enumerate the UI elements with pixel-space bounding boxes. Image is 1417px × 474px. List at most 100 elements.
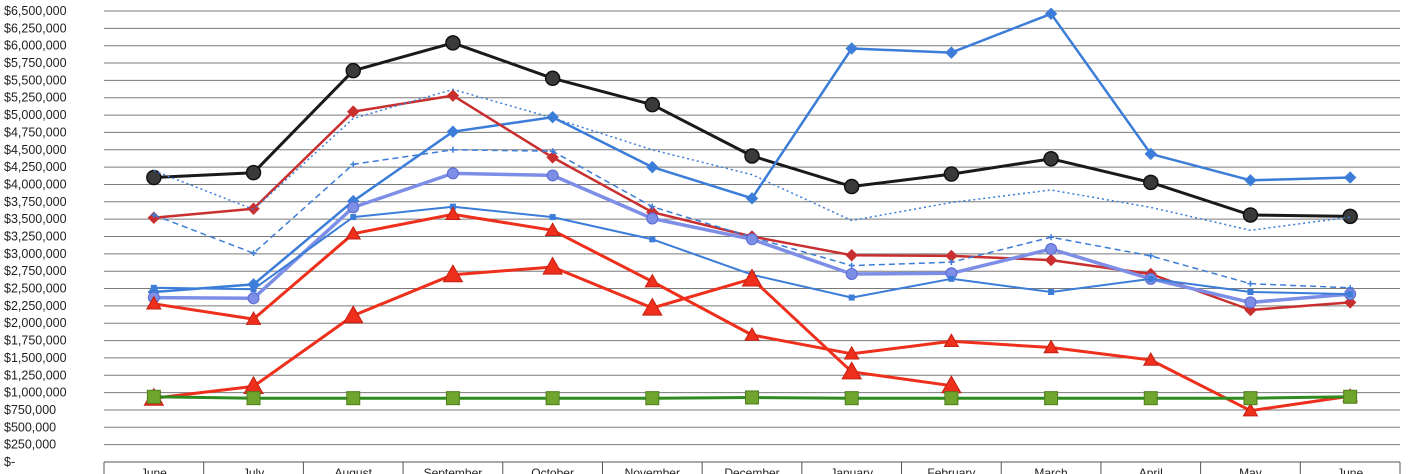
data-point [845, 42, 858, 55]
y-tick-label: $3,250,000 [4, 230, 67, 244]
y-tick-label: $4,500,000 [4, 143, 67, 157]
y-tick-label: $3,500,000 [4, 212, 67, 226]
data-point [247, 292, 260, 305]
x-axis-ticks: June July August September October November De… [141, 466, 1364, 474]
series-lines [143, 7, 1359, 417]
data-point [641, 297, 663, 316]
x-tick-label: April [1139, 466, 1163, 474]
data-point [346, 391, 361, 406]
y-tick-label: $4,000,000 [4, 177, 67, 191]
data-point [1044, 391, 1059, 406]
data-point [446, 167, 459, 180]
data-point [347, 201, 360, 214]
data-point [649, 236, 656, 243]
data-point [445, 206, 461, 221]
data-point [449, 146, 456, 153]
y-tick-label: $1,500,000 [4, 351, 67, 365]
data-point [546, 110, 559, 124]
y-tick-label: $3,000,000 [4, 247, 67, 261]
data-point [545, 391, 560, 406]
y-tick-label: $2,500,000 [4, 282, 67, 296]
y-tick-label: $2,750,000 [4, 264, 67, 278]
data-point [146, 389, 161, 404]
data-point [1142, 351, 1159, 366]
data-point [843, 345, 860, 360]
data-point [1247, 289, 1254, 296]
data-point [943, 166, 960, 182]
x-tick-label: June [1337, 466, 1363, 474]
data-point [744, 327, 760, 341]
data-point [150, 211, 157, 218]
data-point [546, 169, 559, 182]
data-point [649, 203, 656, 210]
data-point [442, 264, 464, 283]
data-point [245, 164, 262, 181]
data-point [1048, 289, 1055, 296]
data-point [945, 46, 958, 59]
y-tick-label: $1,000,000 [4, 386, 67, 400]
y-tick-label: $5,250,000 [4, 91, 67, 105]
data-point [744, 148, 760, 164]
x-tick-label: February [927, 466, 975, 474]
data-point [1242, 402, 1259, 417]
y-tick-label: $250,000 [4, 438, 56, 452]
data-point [250, 250, 257, 257]
y-tick-label: $- [4, 455, 15, 469]
data-point [150, 284, 157, 291]
y-tick-label: $1,750,000 [4, 334, 67, 348]
data-point [841, 361, 863, 380]
x-tick-label: July [243, 466, 264, 474]
data-point [1343, 296, 1357, 309]
data-point [245, 311, 262, 325]
series-9 [146, 389, 1358, 406]
y-tick-label: $4,250,000 [4, 160, 67, 174]
x-tick-label: November [625, 466, 680, 474]
y-tick-label: $6,250,000 [4, 21, 67, 35]
data-point [1147, 252, 1154, 259]
data-point [350, 161, 357, 168]
y-tick-label: $3,750,000 [4, 195, 67, 209]
data-point [446, 125, 460, 138]
data-point [246, 391, 261, 406]
data-point [350, 214, 357, 221]
x-tick-label: October [531, 466, 574, 474]
series-line [153, 265, 952, 400]
data-point [546, 151, 559, 164]
data-point [1144, 147, 1157, 161]
data-point [345, 62, 361, 79]
x-tick-label: January [830, 466, 873, 474]
data-point [1244, 296, 1257, 309]
data-point [542, 256, 563, 275]
data-point [1244, 174, 1257, 187]
data-point [1143, 391, 1158, 406]
x-tick-label: December [724, 466, 779, 474]
data-point [845, 249, 858, 262]
y-tick-label: $4,750,000 [4, 125, 67, 139]
data-point [848, 294, 855, 301]
data-point [944, 391, 959, 406]
data-point [1045, 242, 1058, 255]
data-point [948, 259, 955, 266]
x-tick-label: September [424, 466, 483, 474]
y-tick-label: $5,500,000 [4, 73, 67, 87]
data-point [549, 148, 556, 155]
y-tick-label: $500,000 [4, 420, 56, 434]
data-point [845, 267, 858, 280]
data-point [644, 273, 661, 288]
data-point [243, 375, 264, 394]
data-point [1048, 234, 1055, 241]
data-point [1343, 171, 1357, 184]
series-3 [153, 88, 1351, 232]
data-point [1243, 391, 1258, 406]
data-point [745, 192, 759, 205]
data-point [1044, 7, 1058, 20]
data-point [1343, 389, 1358, 404]
y-tick-label: $6,500,000 [4, 4, 67, 18]
y-tick-label: $5,000,000 [4, 108, 67, 122]
x-tick-label: August [335, 466, 373, 474]
y-tick-label: $5,750,000 [4, 56, 67, 70]
data-point [1043, 151, 1059, 167]
data-point [844, 391, 859, 406]
data-point [445, 391, 460, 406]
